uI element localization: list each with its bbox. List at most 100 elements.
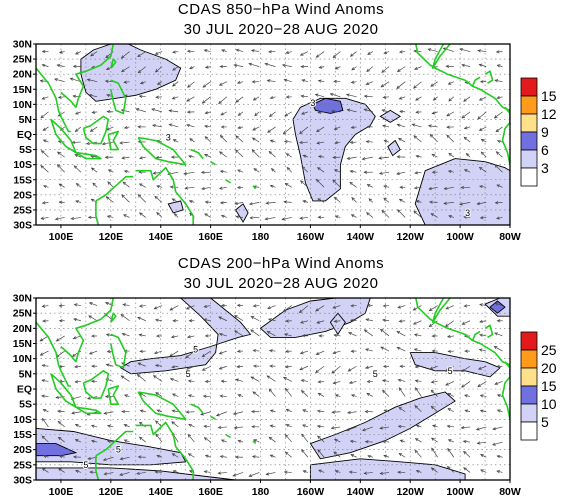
wind-arrow-head: [251, 80, 256, 84]
wind-arrow: [332, 51, 341, 58]
wind-arrow: [107, 440, 114, 443]
wind-arrow: [121, 362, 130, 367]
wind-arrow: [492, 441, 503, 446]
wind-arrow-head: [219, 394, 224, 398]
wind-arrow-head: [316, 409, 321, 413]
wind-arrow-head: [122, 214, 127, 218]
wind-arrow-head: [204, 200, 209, 204]
wind-arrow-head: [70, 216, 75, 221]
lon-tick-label: 140E: [148, 231, 173, 243]
wind-arrow: [169, 110, 179, 113]
wind-arrow: [58, 111, 65, 117]
wind-arrow-head: [398, 137, 402, 141]
wind-arrow: [252, 137, 260, 143]
wind-arrow: [155, 51, 163, 55]
wind-arrow: [204, 154, 211, 158]
wind-arrow: [156, 96, 163, 98]
coastline: [36, 321, 71, 387]
wind-arrow-head: [39, 352, 44, 356]
wind-arrow-head: [496, 364, 500, 369]
wind-arrow: [238, 394, 244, 397]
wind-arrow: [236, 216, 244, 218]
wind-arrow-head: [155, 392, 159, 396]
wind-arrow: [316, 51, 325, 58]
wind-arrow-head: [432, 424, 436, 428]
wind-arrow: [447, 408, 455, 413]
wind-arrow: [331, 110, 341, 113]
wind-arrow: [103, 456, 114, 461]
wind-arrow-head: [88, 93, 93, 98]
strong-anomaly-region: [312, 97, 344, 114]
wind-arrow-head: [329, 92, 334, 97]
wind-arrow: [302, 79, 309, 83]
wind-arrow: [299, 365, 309, 371]
wind-arrow-head: [235, 48, 240, 52]
wind-arrow-head: [349, 318, 354, 323]
wind-arrow: [415, 387, 422, 397]
wind-arrow-head: [42, 184, 47, 189]
wind-arrow-head: [464, 409, 469, 413]
wind-arrow-head: [317, 79, 322, 83]
wind-arrow-head: [463, 136, 468, 141]
wind-arrow-head: [107, 181, 111, 185]
wind-arrow-head: [478, 127, 483, 131]
wind-arrow: [429, 305, 438, 311]
wind-arrow-head: [269, 139, 274, 143]
wind-arrow: [238, 111, 244, 116]
wind-arrow-head: [396, 123, 401, 127]
wind-arrow: [253, 305, 260, 307]
wind-arrow: [461, 381, 471, 388]
lat-tick-label: 25S: [13, 459, 32, 471]
wind-arrow: [122, 333, 130, 337]
lat-tick-label: 5S: [19, 399, 32, 411]
wind-arrow-head: [318, 469, 322, 473]
wind-arrow-head: [122, 303, 127, 307]
wind-arrow-head: [447, 170, 452, 174]
wind-arrow-head: [350, 214, 355, 218]
wind-arrow: [448, 81, 455, 85]
wind-arrow: [412, 124, 422, 128]
wind-arrow: [448, 170, 454, 173]
wind-arrow: [188, 380, 195, 382]
coastline: [110, 79, 127, 115]
wind-arrow-head: [447, 334, 451, 339]
wind-arrow: [301, 379, 308, 382]
wind-arrow: [349, 381, 357, 384]
wind-arrow-head: [235, 378, 239, 382]
wind-arrow-head: [105, 196, 110, 200]
wind-arrow: [268, 318, 276, 322]
wind-arrow-head: [396, 155, 401, 159]
wind-arrow-head: [398, 319, 403, 323]
wind-arrow-head: [186, 49, 191, 53]
wind-arrow-head: [333, 169, 338, 173]
wind-arrow-head: [120, 314, 125, 318]
wind-arrow-head: [56, 164, 61, 168]
wind-arrow-head: [237, 394, 242, 398]
wind-arrow: [479, 96, 487, 101]
wind-arrow: [92, 182, 98, 188]
wind-arrow-head: [382, 318, 386, 322]
wind-arrow: [335, 215, 341, 218]
wind-arrow-head: [399, 185, 403, 189]
wind-arrow-head: [266, 375, 271, 379]
wind-arrow: [397, 66, 406, 72]
wind-arrow: [204, 125, 211, 128]
wind-arrow-head: [476, 201, 481, 206]
wind-arrow: [41, 217, 49, 219]
coastline: [225, 179, 232, 184]
wind-arrow: [300, 217, 308, 219]
wind-arrow-head: [172, 470, 177, 474]
wind-arrow-head: [90, 334, 95, 338]
lat-tick-label: 20S: [13, 189, 32, 201]
wind-arrow: [265, 217, 276, 220]
coastline: [431, 298, 451, 324]
wind-arrow-head: [475, 427, 480, 431]
coastline: [471, 330, 481, 341]
wind-arrow: [185, 186, 195, 189]
wind-arrow-head: [136, 373, 141, 378]
wind-arrow-head: [430, 213, 435, 217]
wind-arrow-head: [232, 473, 237, 477]
wind-arrow: [57, 151, 65, 158]
lat-tick-label: 10S: [13, 414, 32, 426]
wind-arrow: [74, 165, 82, 173]
